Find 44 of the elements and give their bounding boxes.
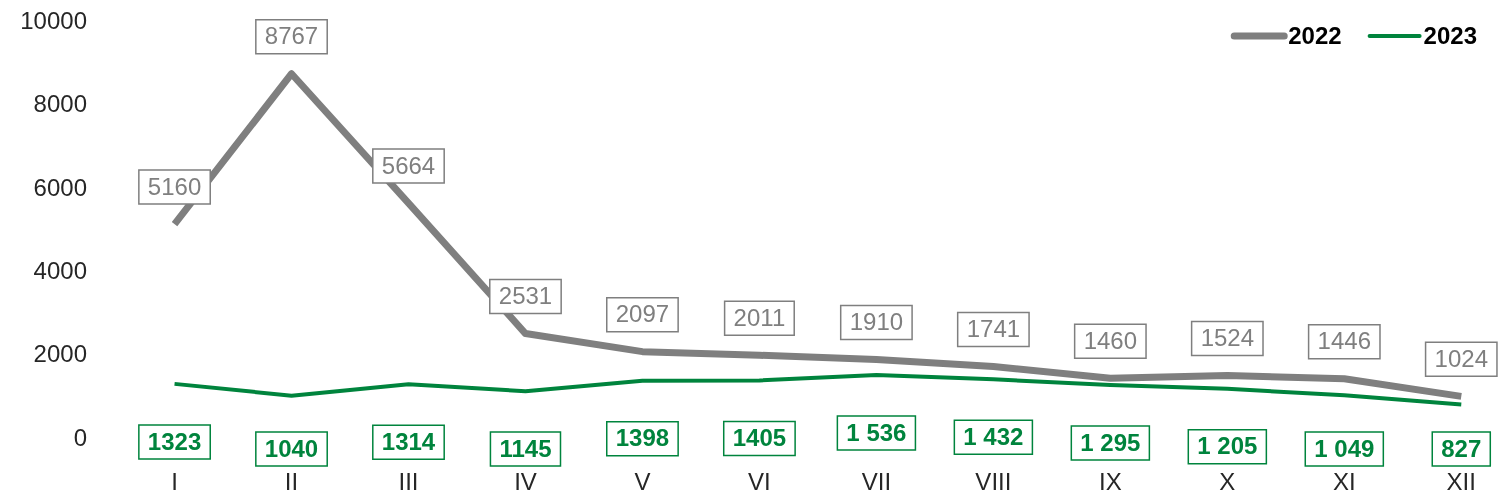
x-tick-label: XII xyxy=(1446,468,1476,494)
x-tick-label: VIII xyxy=(975,468,1012,494)
data-label: 1 432 xyxy=(963,422,1024,450)
x-tick-label: VII xyxy=(861,468,892,494)
y-tick-label: 2000 xyxy=(33,340,87,368)
data-label: 1314 xyxy=(381,427,436,455)
data-label: 5664 xyxy=(381,151,436,179)
data-label: 1024 xyxy=(1434,344,1488,372)
y-tick-label: 4000 xyxy=(33,256,87,284)
legend-label: 2022 xyxy=(1288,21,1342,49)
y-tick-label: 8000 xyxy=(33,90,87,118)
x-tick-label: IV xyxy=(514,468,537,494)
data-label: 2531 xyxy=(498,282,553,310)
x-tick-label: II xyxy=(284,468,299,494)
x-tick-label: VI xyxy=(748,468,771,494)
data-label: 1 295 xyxy=(1080,428,1141,456)
x-tick-label: V xyxy=(634,468,651,494)
data-label: 1910 xyxy=(849,308,904,336)
data-label: 1741 xyxy=(966,315,1021,343)
data-label: 1398 xyxy=(615,424,670,452)
data-label: 5160 xyxy=(147,172,202,200)
data-label: 8767 xyxy=(264,22,319,50)
data-label: 1524 xyxy=(1200,324,1255,352)
data-label: 1446 xyxy=(1317,327,1371,355)
data-label: 1323 xyxy=(147,427,202,455)
data-label: 2011 xyxy=(733,303,786,331)
y-tick-label: 10000 xyxy=(20,7,87,35)
data-label: 1 205 xyxy=(1197,432,1258,460)
data-label: 827 xyxy=(1441,434,1482,462)
x-tick-label: XI xyxy=(1332,468,1356,494)
data-label: 1145 xyxy=(499,434,552,462)
data-label: 1 536 xyxy=(846,418,907,446)
data-label: 1460 xyxy=(1083,326,1138,354)
y-tick-label: 6000 xyxy=(33,173,87,201)
x-tick-label: I xyxy=(171,468,178,494)
y-tick-label: 0 xyxy=(73,423,87,451)
data-label: 1040 xyxy=(264,434,319,462)
x-tick-label: X xyxy=(1219,468,1236,494)
x-tick-label: IX xyxy=(1099,468,1122,494)
data-label: 1405 xyxy=(732,424,787,452)
data-label: 2097 xyxy=(615,300,670,328)
data-label: 1 049 xyxy=(1314,434,1375,462)
x-tick-label: III xyxy=(398,468,419,494)
legend-label: 2023 xyxy=(1423,21,1477,49)
